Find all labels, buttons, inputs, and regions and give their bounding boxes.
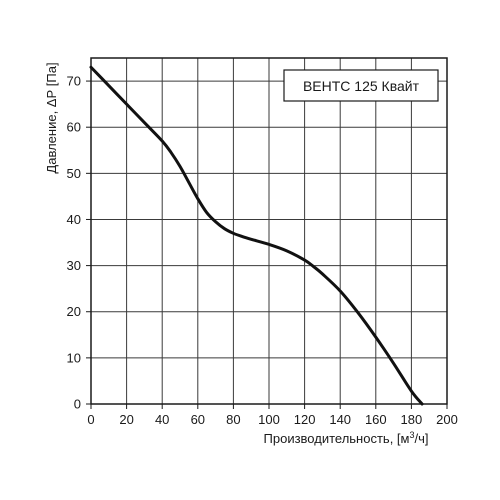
y-tick-label: 40 (67, 212, 81, 227)
y-axis-label: Давление, ΔР [Па] (44, 62, 59, 173)
x-axis-label-superscript: 3 (409, 430, 414, 440)
x-tick-label: 140 (329, 412, 351, 427)
legend: ВЕНТС 125 Квайт (283, 69, 439, 102)
x-axis-label-main: Производительность, [м (264, 431, 410, 446)
x-tick-label: 20 (119, 412, 133, 427)
y-tick-label: 20 (67, 304, 81, 319)
x-tick-label: 180 (401, 412, 423, 427)
x-axis-label: Производительность, [м3/ч] (264, 430, 429, 446)
performance-curve (89, 65, 424, 406)
x-tick-label: 200 (436, 412, 458, 427)
x-tick-label: 0 (87, 412, 94, 427)
x-axis-ticks: 0 20 40 60 80 100 120 140 160 180 200 (87, 404, 458, 427)
x-axis-label-tail: /ч] (414, 431, 428, 446)
y-tick-label: 10 (67, 350, 81, 365)
x-tick-label: 100 (258, 412, 280, 427)
x-tick-label: 120 (294, 412, 316, 427)
y-axis-ticks: 0 10 20 30 40 50 60 70 (67, 74, 91, 412)
x-tick-label: 80 (226, 412, 240, 427)
grid-lines (90, 58, 448, 405)
y-tick-label: 30 (67, 258, 81, 273)
y-tick-label: 60 (67, 120, 81, 135)
x-tick-label: 160 (365, 412, 387, 427)
x-tick-label: 60 (191, 412, 205, 427)
y-tick-label: 50 (67, 166, 81, 181)
x-tick-label: 40 (155, 412, 169, 427)
y-tick-label: 0 (74, 397, 81, 412)
y-tick-label: 70 (67, 74, 81, 89)
legend-label: ВЕНТС 125 Квайт (303, 78, 420, 94)
legend-box (283, 69, 439, 102)
